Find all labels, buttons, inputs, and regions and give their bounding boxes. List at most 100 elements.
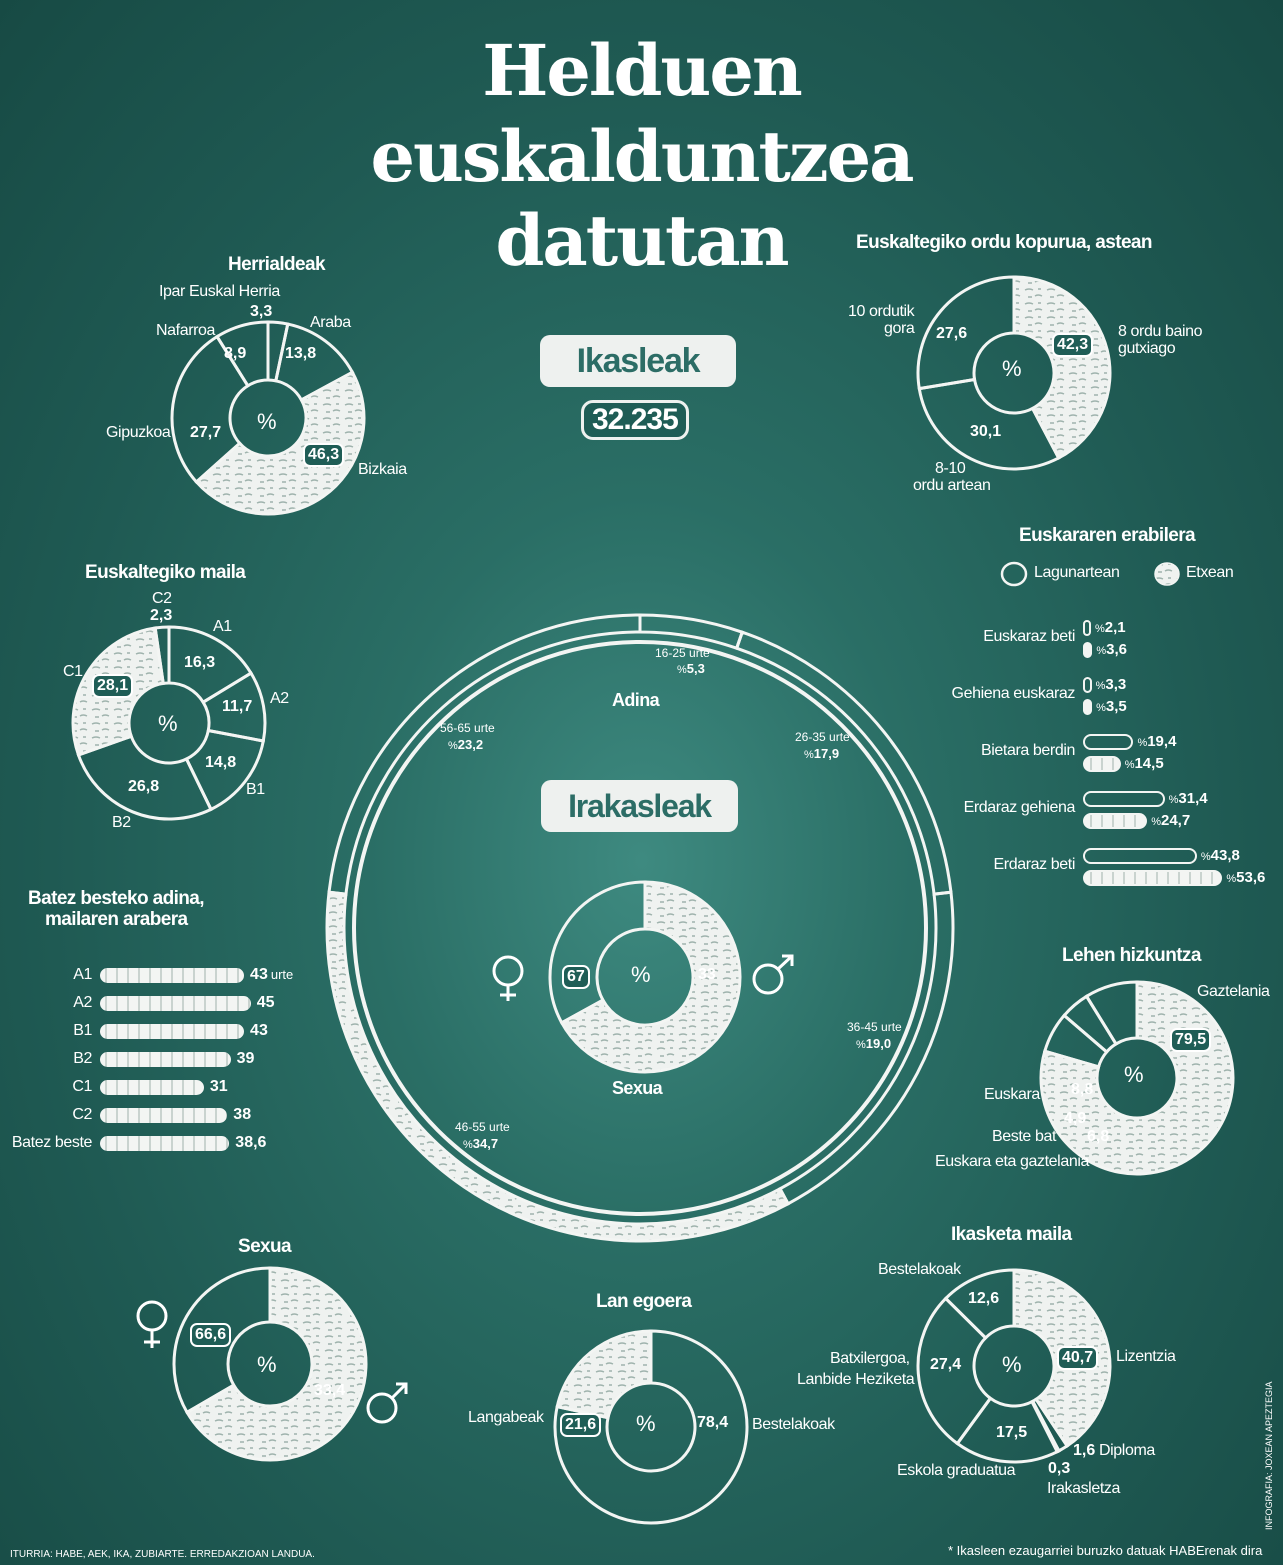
adina-label-2: 26-35 urte	[795, 730, 850, 744]
male-icon	[752, 954, 794, 995]
adina-value-3: 19,0	[865, 1036, 892, 1051]
pct-isexua: %	[631, 962, 651, 987]
ikasketa-label-irakasletza: Irakasletza	[1047, 1480, 1120, 1497]
value-ipar: 3,3	[250, 303, 273, 320]
pct-ordu: %	[1002, 356, 1022, 381]
ordu-value-1: 27,6	[936, 325, 968, 342]
d-sexua-slice-1	[172, 1266, 272, 1415]
erabilera-bar-lagunartean	[1083, 791, 1165, 807]
adina-bar-value: 45	[256, 994, 275, 1011]
erabilera-bar-etxean	[1083, 756, 1121, 772]
adina-bar-value: 43	[250, 1022, 268, 1039]
erabilera-bar-etxean	[1083, 813, 1148, 829]
d-isexua-slice-0	[559, 880, 742, 1074]
adina-row-label: A1	[73, 966, 92, 983]
adina-value-5: 23,2	[457, 737, 484, 752]
adina-bar	[100, 996, 251, 1011]
erabilera-bar-lagunartean	[1083, 734, 1134, 750]
adina-ring-slice-4	[327, 613, 642, 896]
title-line-2: euskalduntzea	[370, 115, 915, 198]
ikasketa-value-irakasletza: 0,3	[1048, 1460, 1071, 1477]
lehen-value-euskara: 8,8	[1071, 1081, 1094, 1098]
erabilera-value: %2,1	[1095, 619, 1126, 636]
erabilera-row-label: Gehiena euskaraz	[951, 685, 1076, 702]
maila-label-a1: A1	[213, 618, 232, 635]
herrialdeak-title: Herrialdeak	[228, 254, 326, 275]
erabilera-value: %24,7	[1151, 812, 1191, 829]
ikasketa-label-lizentzia: Lizentzia	[1116, 1348, 1176, 1365]
adina-bar-value: 38,6	[235, 1134, 267, 1151]
ikasleak-count: 32.235	[581, 400, 689, 440]
maila-value-b1: 14,8	[205, 754, 237, 771]
adina-row-label: C2	[72, 1106, 92, 1123]
pct-herri: %	[257, 409, 277, 434]
irakasle-sexua-donut	[548, 880, 742, 1074]
d-herri-slice-3	[170, 334, 250, 485]
legend-etxean-icon	[1154, 562, 1180, 586]
ikasketa-value-batx: 27,4	[930, 1356, 962, 1373]
ikasketa-label-lanbide: Lanbide Heziketa	[797, 1371, 915, 1388]
isexua-value-f: 67	[562, 965, 590, 989]
ordu-donut	[916, 275, 1112, 471]
adina-ring	[325, 613, 955, 1243]
label-ipar: Ipar Euskal Herria	[159, 283, 280, 300]
lehen-label-gaztelania: Gaztelania	[1197, 983, 1270, 1000]
erabilera-title: Euskararen erabilera	[1019, 525, 1196, 546]
legend-lagunartean-icon	[1000, 561, 1028, 587]
erabilera-value: %3,3	[1095, 676, 1127, 693]
sexua-value-f: 66,6	[190, 1323, 232, 1347]
lan-value-langabeak: 21,6	[560, 1413, 602, 1437]
d-maila-slice-3	[76, 734, 213, 821]
label-araba: Araba	[310, 314, 351, 331]
d-ikasketa-slice-5	[943, 1268, 1016, 1340]
d-lan-slice-0	[553, 1329, 749, 1525]
maila-label-a2: A2	[270, 690, 289, 707]
erabilera-value: %14,5	[1124, 755, 1164, 772]
adina-row-label: C1	[72, 1078, 92, 1095]
adina-value-1-pct: %	[677, 664, 687, 676]
adina-value-4-pct: %	[463, 1139, 473, 1151]
female-icon	[492, 955, 524, 1001]
adina-label-5: 56-65 urte	[440, 721, 495, 735]
ikasketa-label-bestelakoak: Bestelakoak	[878, 1261, 961, 1278]
lan-label-bestelakoak: Bestelakoak	[752, 1416, 835, 1433]
lehen-value-bietan: 6,8	[1087, 1128, 1110, 1145]
erabilera-bar-etxean	[1083, 870, 1223, 886]
lehen-value-bestebat: 4,9	[1064, 1110, 1087, 1127]
d-ordu-slice-0	[1012, 275, 1112, 461]
erabilera-value: %43,8	[1200, 847, 1240, 864]
label-bizkaia: Bizkaia	[358, 461, 407, 478]
erabilera-value: %3,5	[1096, 698, 1127, 715]
erabilera-row-label: Erdaraz beti	[993, 856, 1076, 873]
maila-value-a2: 11,7	[222, 698, 253, 715]
d-ordu-slice-2	[916, 275, 1016, 391]
maila-value-c2: 2,3	[150, 607, 173, 624]
adina-value-2: 17,9	[813, 746, 840, 761]
value-gipuzkoa: 27,7	[190, 424, 222, 441]
ordu-label-1a: 10 ordutik	[848, 303, 915, 320]
d-isexua-slice-1	[548, 880, 647, 1025]
lan-value-bestelakoak: 78,4	[697, 1414, 729, 1431]
adina-label-3: 36-45 urte	[847, 1020, 902, 1034]
pct-lan: %	[636, 1411, 656, 1436]
legend-lagunartean: Lagunartean	[1034, 564, 1120, 581]
value-bizkaia: 46,3	[303, 443, 345, 467]
value-nafarroa: 8,9	[224, 345, 247, 362]
sexua-title: Sexua	[238, 1236, 292, 1257]
title-line-1: Helduen	[482, 29, 803, 112]
pct-lehen: %	[1124, 1062, 1144, 1087]
adina-label-1: 16-25 urte	[655, 646, 710, 660]
adina-mailaka-title-1: Batez besteko adina,	[28, 888, 205, 909]
adina-bar-value: 39	[236, 1050, 255, 1067]
adina-row-label: B1	[73, 1022, 92, 1039]
value-araba: 13,8	[285, 345, 317, 362]
maila-label-c2: C2	[152, 590, 172, 607]
lehen-title: Lehen hizkuntza	[1062, 945, 1201, 966]
d-maila-slice-5	[153, 625, 171, 686]
erabilera-value: %53,6	[1226, 869, 1266, 886]
maila-value-b2: 26,8	[128, 778, 160, 795]
adina-unit: urte	[270, 967, 294, 982]
maila-value-a1: 16,3	[184, 654, 216, 671]
adina-bar	[100, 1136, 230, 1151]
title-line-3: datutan	[495, 199, 789, 282]
